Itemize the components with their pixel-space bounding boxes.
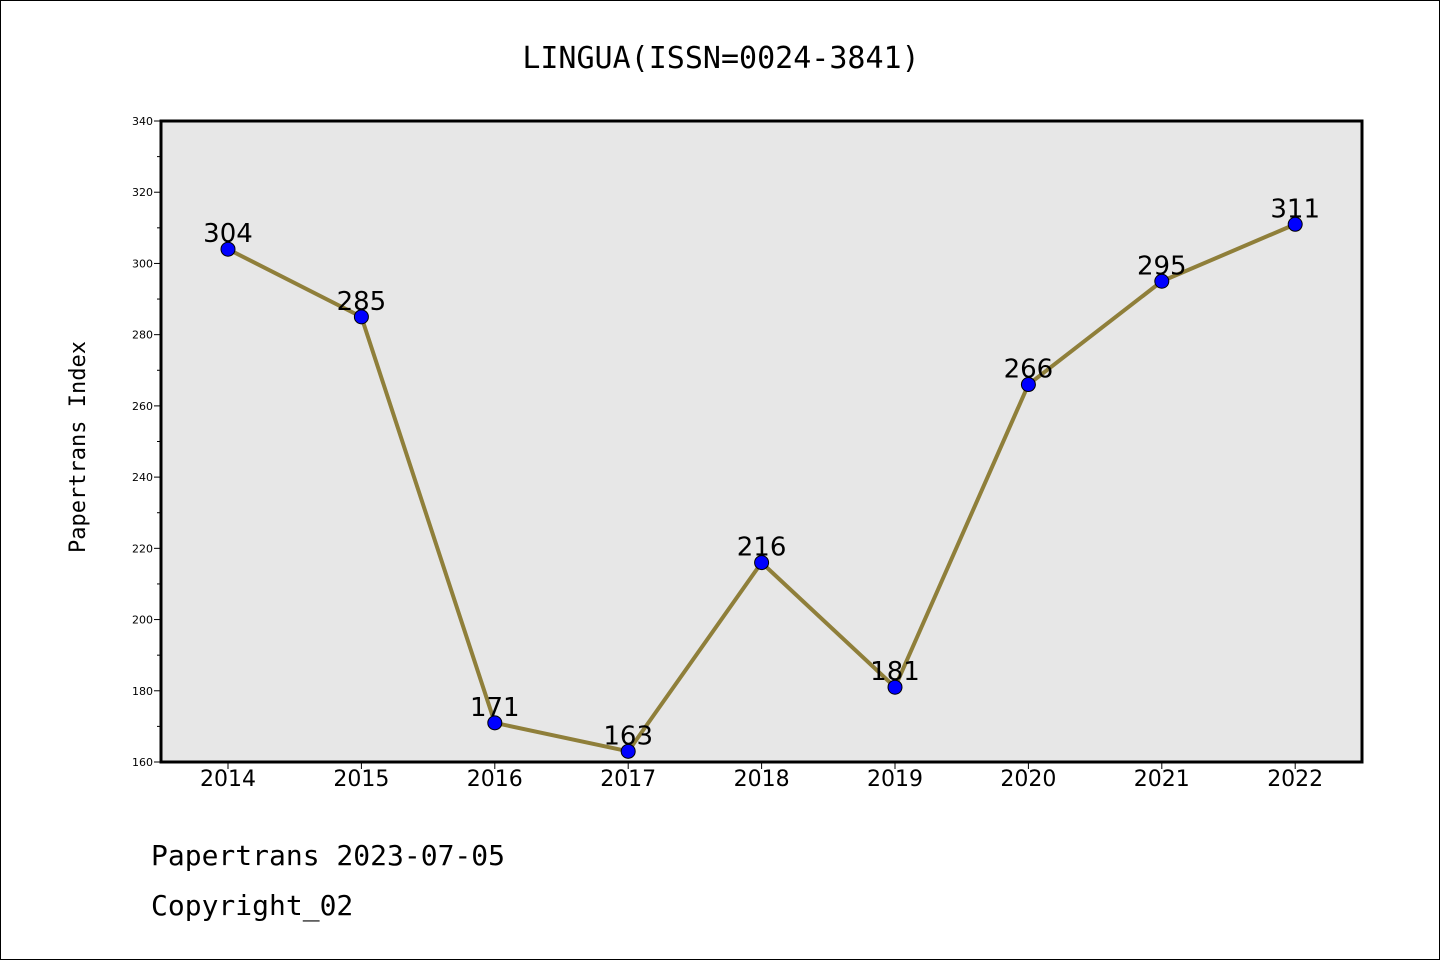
data-point-2021 — [1154, 273, 1170, 289]
data-label-2017: 163 — [603, 721, 653, 751]
data-label-2020: 266 — [1004, 355, 1054, 385]
data-point-2017 — [620, 743, 636, 759]
y-tick-label: 220 — [132, 542, 153, 555]
y-tick-label: 280 — [132, 329, 153, 342]
y-axis: 160 180 200 220 240 260 280 300 320 340 — [132, 115, 161, 769]
y-tick-label: 340 — [132, 115, 153, 128]
x-tick-label: 2018 — [734, 767, 790, 792]
data-point-2016 — [487, 715, 503, 731]
x-axis: 2014 2015 2016 2017 2018 2019 2020 2021 2022 — [200, 762, 1323, 792]
data-point-2020 — [1020, 377, 1036, 393]
data-label-2021: 295 — [1137, 251, 1187, 281]
x-tick-label: 2021 — [1134, 767, 1190, 792]
plot-area — [161, 121, 1362, 762]
x-tick-label: 2022 — [1267, 767, 1323, 792]
y-tick-label: 320 — [132, 186, 153, 199]
data-point-2015 — [353, 309, 369, 325]
plot-border — [159, 119, 1364, 764]
data-point-2014 — [220, 241, 236, 257]
y-axis-label: Papertrans Index — [66, 341, 91, 553]
data-label-2019: 181 — [870, 657, 920, 687]
data-point-2018 — [754, 555, 770, 571]
data-label-2014: 304 — [203, 219, 253, 249]
footer-copyright: Copyright_02 — [151, 889, 353, 923]
data-point-2022 — [1287, 216, 1303, 232]
data-markers — [220, 216, 1303, 759]
y-tick-label: 260 — [132, 400, 153, 413]
x-tick-label: 2020 — [1000, 767, 1056, 792]
x-tick-label: 2019 — [867, 767, 923, 792]
x-tick-label: 2015 — [333, 767, 389, 792]
data-label-2015: 285 — [337, 287, 387, 317]
x-tick-label: 2017 — [600, 767, 656, 792]
y-tick-label: 160 — [132, 756, 153, 769]
y-tick-label: 240 — [132, 471, 153, 484]
data-label-2022: 311 — [1270, 194, 1320, 224]
footer-date: Papertrans 2023-07-05 — [151, 839, 505, 872]
data-point-2019 — [887, 679, 903, 695]
y-tick-label: 300 — [132, 257, 153, 270]
x-tick-label: 2014 — [200, 767, 256, 792]
data-label-2018: 216 — [737, 533, 787, 563]
data-labels: 304 285 171 163 216 181 266 295 311 — [203, 194, 1320, 751]
x-tick-label: 2016 — [467, 767, 523, 792]
y-tick-label: 200 — [132, 614, 153, 627]
chart-title: LINGUA(ISSN=0024-3841) — [522, 41, 919, 76]
data-label-2016: 171 — [470, 693, 520, 723]
y-tick-label: 180 — [132, 685, 153, 698]
